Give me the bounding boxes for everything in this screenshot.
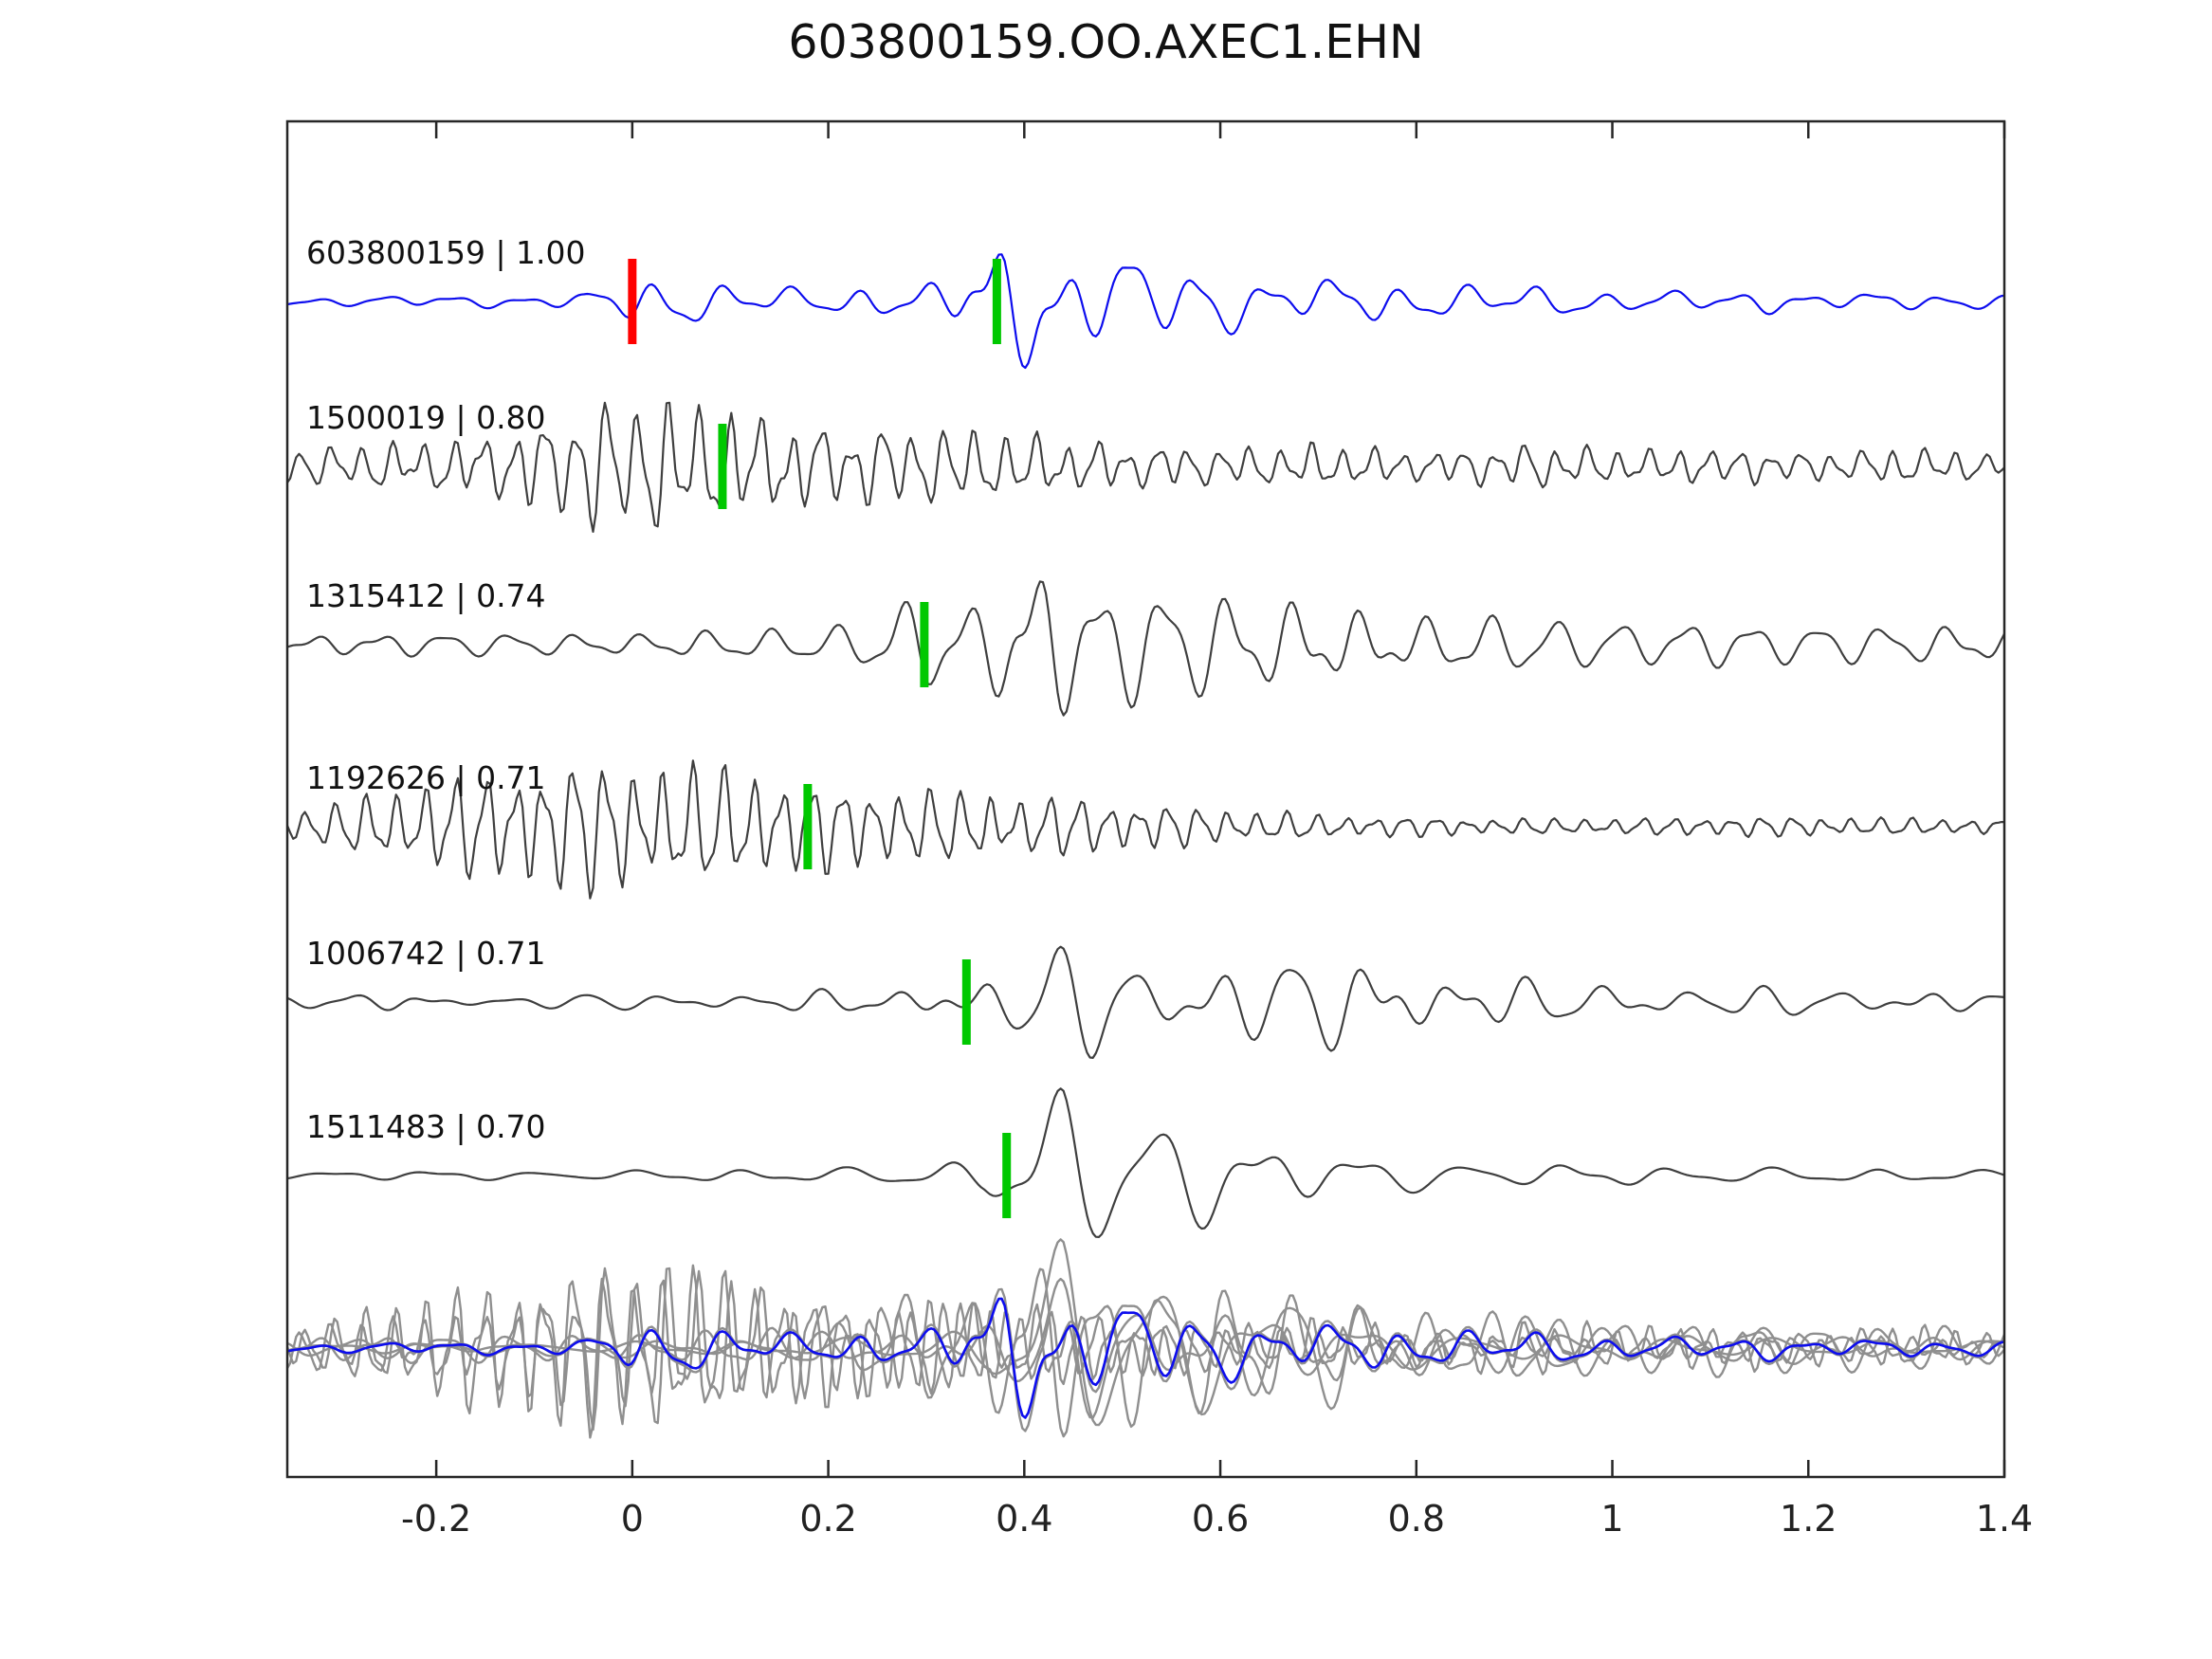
x-tick-label: 1.4 — [1975, 1498, 2034, 1540]
x-tick-label: -0.2 — [401, 1498, 472, 1540]
x-tick-label: 0.2 — [799, 1498, 857, 1540]
plot-title: 603800159.OO.AXEC1.EHN — [788, 15, 1424, 69]
x-tick-label: 0.8 — [1387, 1498, 1445, 1540]
pick-marker-1511483 — [1002, 1133, 1012, 1218]
trace-waveform-1511483 — [287, 1087, 2004, 1239]
template-origin-marker-603800159 — [628, 259, 637, 344]
pick-marker-1315412 — [920, 602, 929, 687]
trace-label-1500019: 1500019 | 0.80 — [306, 399, 546, 436]
overlay-trace-1511483 — [287, 1238, 2004, 1427]
pick-marker-1192626 — [803, 784, 813, 869]
x-tick-label: 0.4 — [996, 1498, 1053, 1540]
trace-waveform-603800159 — [287, 253, 2004, 370]
overlay-trace-1500019 — [287, 1267, 2004, 1431]
pick-marker-603800159 — [992, 259, 1001, 344]
trace-waveform-1192626 — [287, 759, 2004, 900]
x-tick-label: 1 — [1600, 1498, 1624, 1540]
trace-label-1511483: 1511483 | 0.70 — [306, 1108, 546, 1145]
overlay-trace-1192626 — [287, 1264, 2004, 1439]
pick-marker-1006742 — [961, 959, 971, 1045]
pick-marker-1500019 — [718, 424, 727, 509]
trace-waveform-1006742 — [287, 945, 2004, 1060]
axes-spines — [285, 119, 2006, 1479]
trace-label-603800159: 603800159 | 1.00 — [306, 234, 586, 271]
trace-waveform-1500019 — [287, 401, 2004, 534]
overlay-trace-1315412 — [287, 1267, 2004, 1438]
x-tick-label: 0 — [620, 1498, 644, 1540]
x-tick-label: 0.6 — [1191, 1498, 1250, 1540]
trace-waveform-1315412 — [287, 580, 2004, 717]
overlay-template-trace — [287, 1297, 2004, 1419]
trace-label-1192626: 1192626 | 0.71 — [306, 759, 546, 796]
trace-label-1006742: 1006742 | 0.71 — [306, 935, 546, 972]
trace-label-1315412: 1315412 | 0.74 — [306, 577, 546, 614]
x-tick-label: 1.2 — [1780, 1498, 1837, 1540]
